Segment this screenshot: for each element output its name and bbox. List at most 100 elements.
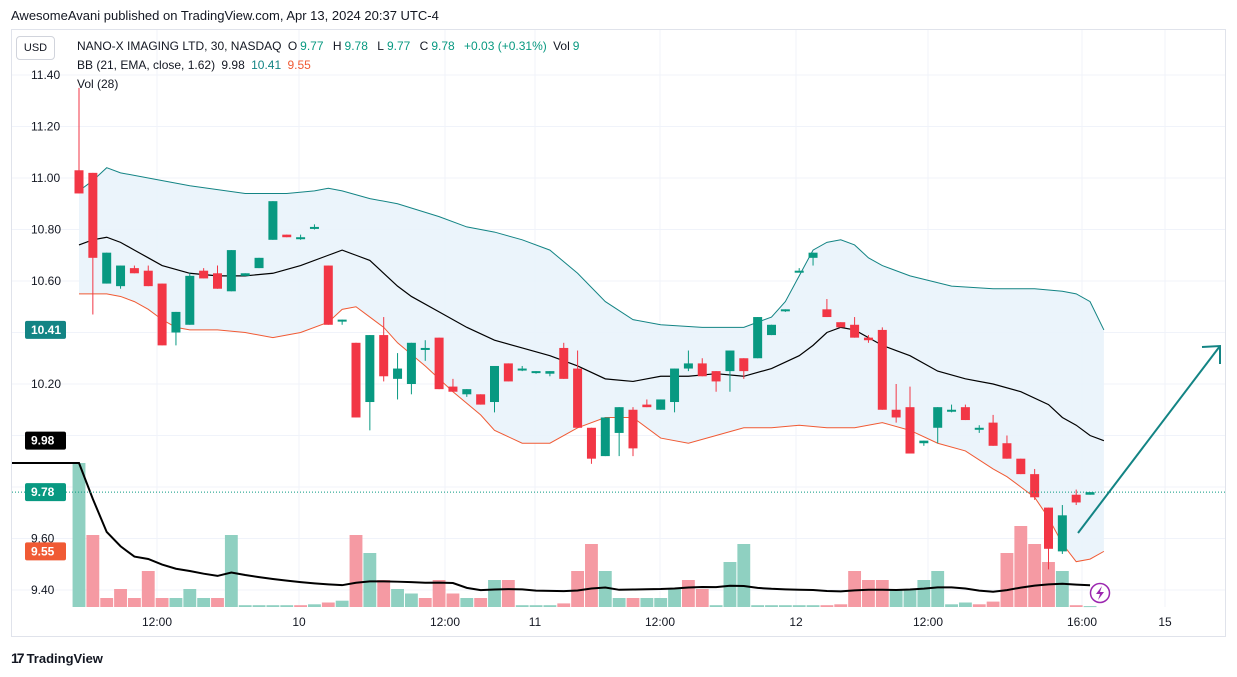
candle-body <box>393 368 403 379</box>
bb-lower-value: 9.55 <box>287 58 311 72</box>
volume-bar <box>806 605 820 607</box>
currency-button[interactable]: USD <box>16 36 55 60</box>
candle-body <box>974 427 984 430</box>
candle <box>656 399 666 410</box>
symbol-name[interactable]: NANO-X IMAGING LTD, 30, NASDAQ <box>77 39 282 53</box>
volume-bar <box>155 598 169 607</box>
candle <box>573 350 583 428</box>
candle-body <box>490 365 499 403</box>
volume-bar <box>1069 605 1083 607</box>
candle <box>282 234 292 238</box>
candle-body <box>254 257 264 269</box>
volume-label: Vol 9 <box>553 39 580 53</box>
volume-bar <box>197 598 211 607</box>
volume-bar <box>335 600 349 607</box>
candle-body <box>863 337 873 341</box>
candle-body <box>102 252 112 284</box>
candle <box>171 311 181 346</box>
candle-body <box>88 172 98 258</box>
candle-body <box>753 317 763 359</box>
candle <box>1085 492 1095 495</box>
candle <box>1071 489 1081 506</box>
tradingview-brand[interactable]: 17 TradingView <box>11 650 103 666</box>
candle <box>213 265 222 289</box>
candle <box>1057 505 1067 554</box>
candle-body <box>559 347 569 379</box>
volume-bar <box>765 605 778 607</box>
vol-legend[interactable]: Vol (28) <box>77 77 121 91</box>
candle <box>1002 435 1012 459</box>
candle <box>947 404 957 413</box>
projection-arrow-head <box>1201 344 1221 364</box>
bb-legend[interactable]: BB (21, EMA, close, 1.62) 9.98 10.41 9.5… <box>77 58 314 72</box>
candle <box>725 350 735 392</box>
candle <box>850 317 860 338</box>
candle-body <box>309 226 319 229</box>
candle-body <box>545 371 555 374</box>
candle <box>254 257 264 269</box>
candle-body <box>808 252 818 258</box>
candle-body <box>185 275 195 325</box>
candle <box>780 309 790 312</box>
x-tick-label: 12:00 <box>430 615 460 629</box>
volume-bar <box>474 598 488 607</box>
volume-bar <box>501 580 515 607</box>
volume-bar <box>598 571 612 607</box>
volume-bar <box>252 605 266 607</box>
volume-bar <box>668 589 681 607</box>
candle <box>767 324 776 336</box>
volume-bar <box>169 598 183 607</box>
volume-bar <box>543 605 557 607</box>
volume-bar <box>294 605 308 607</box>
candle <box>420 340 430 361</box>
volume-bar <box>515 605 529 607</box>
candle <box>199 268 209 279</box>
candle-body <box>1030 474 1040 498</box>
candle <box>365 335 375 431</box>
x-tick-label: 12:00 <box>142 615 172 629</box>
candle-body <box>420 347 430 350</box>
candle-body <box>199 270 209 279</box>
volume-bar <box>529 605 543 607</box>
candle-body <box>268 201 278 240</box>
candle <box>476 394 486 405</box>
volume-bar <box>903 589 917 607</box>
published-caption: AwesomeAvani published on TradingView.co… <box>11 8 439 23</box>
volume-bar <box>183 589 197 607</box>
candle <box>448 378 458 392</box>
candle <box>379 317 389 382</box>
volume-bar <box>1083 606 1097 608</box>
candle-body <box>767 324 776 336</box>
candle <box>697 358 707 377</box>
volume-bar <box>571 571 585 607</box>
volume-bar <box>626 598 640 607</box>
candle-body <box>960 407 970 421</box>
volume-bar <box>640 598 654 607</box>
candle-body <box>600 417 610 457</box>
chart-frame[interactable] <box>11 29 1226 637</box>
volume-bar <box>432 580 446 607</box>
y-tick-label: 9.40 <box>31 583 55 597</box>
candle <box>933 407 943 444</box>
volume-bar <box>86 535 100 607</box>
volume-bar <box>460 598 474 607</box>
candle-body <box>226 250 236 292</box>
vol-indicator-label: Vol (28) <box>77 77 119 91</box>
close-label: C 9.78 <box>419 39 455 53</box>
volume-bar <box>1028 544 1042 607</box>
candle-body <box>725 350 735 372</box>
high-label: H 9.78 <box>332 39 368 53</box>
candle-body <box>296 237 306 240</box>
candle-body <box>157 283 167 346</box>
volume-bar <box>931 571 945 607</box>
candle-body <box>1016 458 1026 475</box>
candle-body <box>213 273 222 289</box>
x-tick-label: 10 <box>292 615 306 629</box>
candle-body <box>282 234 292 238</box>
candle-body <box>683 363 693 369</box>
lightning-icon[interactable] <box>1089 582 1111 604</box>
candle-body <box>503 363 513 382</box>
candle-body <box>116 265 126 287</box>
candle <box>393 353 403 400</box>
